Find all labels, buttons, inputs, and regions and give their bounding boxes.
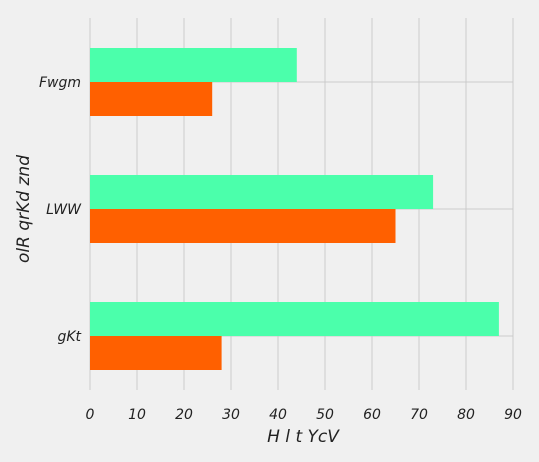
x-tick-label: 70 — [410, 407, 428, 423]
bar-series-1-gKt — [90, 302, 499, 336]
y-tick-label: LWW — [46, 202, 82, 218]
bar-series-2-gKt — [90, 336, 222, 370]
x-axis-title: H l t YcV — [267, 427, 340, 447]
x-tick-label: 90 — [504, 407, 522, 423]
y-tick-label: gKt — [57, 329, 81, 345]
x-tick-label: 10 — [128, 407, 146, 423]
x-tick-label: 40 — [269, 407, 287, 423]
y-tick-label: Fwgm — [39, 75, 81, 91]
bar-series-2-Fwgm — [90, 82, 213, 116]
label-layer: 0 10 20 30 40 50 60 70 80 90 gKt LWW Fwgm — [39, 75, 522, 423]
bar-series-1-LWW — [90, 175, 434, 209]
y-axis-title: olR qrKd znd — [14, 155, 34, 263]
x-tick-label: 30 — [222, 407, 240, 423]
x-tick-label: 50 — [316, 407, 334, 423]
x-tick-label: 0 — [86, 407, 95, 423]
x-tick-label: 60 — [363, 407, 381, 423]
bar-series-1-Fwgm — [90, 48, 297, 82]
bar-series-2-LWW — [90, 209, 396, 243]
x-tick-label: 80 — [457, 407, 475, 423]
x-tick-label: 20 — [175, 407, 193, 423]
bar-layer — [90, 48, 499, 370]
